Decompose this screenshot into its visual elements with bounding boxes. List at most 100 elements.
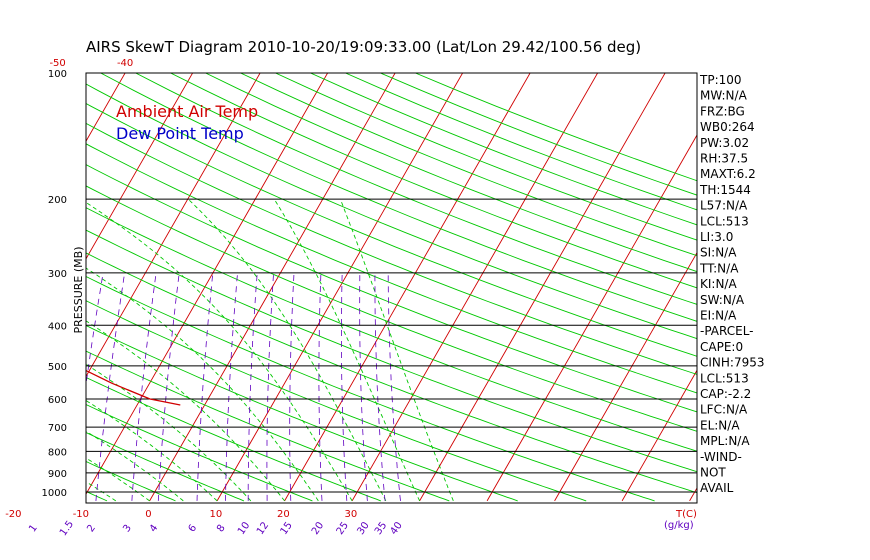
dry-adiabat-line [86, 143, 697, 394]
stat-item: CAP:-2.2 [700, 387, 751, 401]
profile-lines [0, 73, 181, 406]
moist-adiabat-line [86, 201, 353, 502]
legend-entry: Dew Point Temp [116, 124, 244, 143]
stat-item: MAXT:6.2 [700, 167, 756, 181]
dry-adiabat-line [86, 252, 697, 494]
stat-item: TP:100 [699, 73, 742, 87]
stats-panel: TP:100MW:N/AFRZ:BGWB0:264PW:3.02RH:37.5M… [699, 73, 765, 495]
profile-line-dew-point-temp [0, 73, 68, 402]
stat-item: TH:1544 [699, 183, 751, 197]
mixing-ratio-line [266, 272, 274, 501]
mixing-ratio-tick-label: 10 [236, 520, 252, 537]
isobar-lines [86, 198, 697, 493]
moist-adiabat-line [0, 199, 82, 501]
mixing-ratio-line [86, 272, 104, 388]
isotherm-line [419, 73, 666, 502]
moist-adiabat-line [86, 430, 184, 502]
mixing-ratio-unit: (g/kg) [664, 520, 694, 531]
pressure-tick-label: 1000 [42, 488, 67, 499]
plot-frame [85, 72, 698, 504]
stat-item: LCL:513 [700, 371, 749, 385]
mixing-ratio-line [131, 272, 157, 501]
isotherm-line [149, 73, 396, 502]
dry-adiabat-line [86, 300, 587, 502]
chart-grid [0, 64, 697, 502]
isotherm-line [86, 73, 261, 378]
pressure-tick-label: 900 [48, 469, 67, 480]
stat-item: L57:N/A [700, 199, 748, 213]
moist-adiabat-line [86, 267, 319, 502]
mixing-ratio-tick-label: 35 [373, 520, 389, 537]
bottom-temp-unit: T(C) [675, 509, 697, 520]
mixing-ratio-line [318, 272, 323, 501]
mixing-ratio-tick-label: 30 [355, 520, 371, 537]
isotherm-line [0, 64, 63, 501]
dry-adiabat-line [135, 73, 697, 305]
bottom-temp-tick-label: 10 [210, 509, 223, 520]
bottom-temp-tick-label: -10 [73, 509, 89, 520]
dry-adiabat-line [86, 83, 697, 340]
mixing-ratio-line [247, 272, 258, 501]
dry-adiabat-line [86, 432, 245, 502]
profile-line-ambient-air-temp [86, 369, 181, 406]
stat-item: TT:N/A [699, 261, 739, 275]
mixing-ratio-tick-label: 40 [388, 520, 404, 537]
dry-adiabat-line [100, 73, 697, 322]
mixing-ratio-line [0, 273, 26, 501]
moist-adiabat-line [273, 198, 421, 502]
dry-adiabat-line [86, 207, 697, 452]
stat-item: LI:3.0 [700, 230, 733, 244]
dry-adiabat-line [86, 276, 655, 502]
pressure-tick-label: 100 [48, 69, 67, 80]
mixing-ratio-line [341, 272, 348, 501]
stat-item: EI:N/A [700, 309, 737, 323]
stat-item: EL:N/A [700, 418, 740, 432]
stat-item: WB0:264 [700, 120, 755, 134]
dry-adiabat-line [205, 73, 697, 273]
dry-adiabat-line [86, 185, 697, 432]
isotherm-line [216, 73, 464, 502]
mixing-ratio-line [289, 272, 295, 501]
isotherm-line [86, 73, 126, 143]
stat-item: FRZ:BG [700, 104, 745, 118]
dry-adiabat-line [86, 404, 313, 502]
stat-item: SW:N/A [700, 293, 745, 307]
bottom-temp-tick-label: 0 [145, 509, 151, 520]
y-axis-label: PRESSURE (MB) [72, 247, 85, 334]
stat-item: PW:3.02 [700, 136, 749, 150]
moist-adiabat-line [86, 399, 218, 502]
mixing-ratio-line [157, 272, 180, 501]
mixing-ratio-line [196, 272, 214, 501]
isotherm-line [86, 73, 329, 495]
pressure-tick-label: 700 [48, 423, 67, 434]
bottom-temp-tick-label: -20 [5, 509, 21, 520]
bottom-temp-tick-label: 20 [277, 509, 290, 520]
pressure-tick-label: 500 [48, 362, 67, 373]
isotherm-line [351, 73, 599, 502]
isotherm-line [284, 73, 531, 502]
dry-adiabat-line [86, 122, 697, 375]
mixing-ratio-line [225, 272, 238, 501]
mixing-ratio-tick-label: 15 [279, 520, 295, 537]
dry-adiabat-line [86, 164, 697, 413]
moist-adiabat-line [86, 320, 285, 502]
stat-item: LCL:513 [700, 214, 749, 228]
dry-adiabat-line [86, 490, 108, 502]
dry-adiabat-line [86, 350, 450, 502]
isotherm-line [486, 134, 697, 502]
dry-adiabat-line [0, 73, 39, 501]
dry-adiabat-line [240, 73, 697, 257]
stat-item: KI:N/A [700, 277, 737, 291]
mixing-ratio-tick-label: 25 [335, 520, 351, 537]
axis-ticks: 1002003004005006007008009001000-120-110-… [5, 58, 697, 538]
stat-item: -WIND- [700, 450, 742, 464]
stat-item: CAPE:0 [700, 340, 743, 354]
dry-adiabat-line [380, 73, 697, 196]
pressure-tick-label: 300 [48, 269, 67, 280]
isotherm-line [621, 369, 697, 502]
dry-adiabat-line [86, 229, 697, 473]
pressure-tick-label: 200 [48, 195, 67, 206]
dry-adiabat-line [86, 325, 518, 502]
moist-adiabat-line [86, 363, 252, 502]
